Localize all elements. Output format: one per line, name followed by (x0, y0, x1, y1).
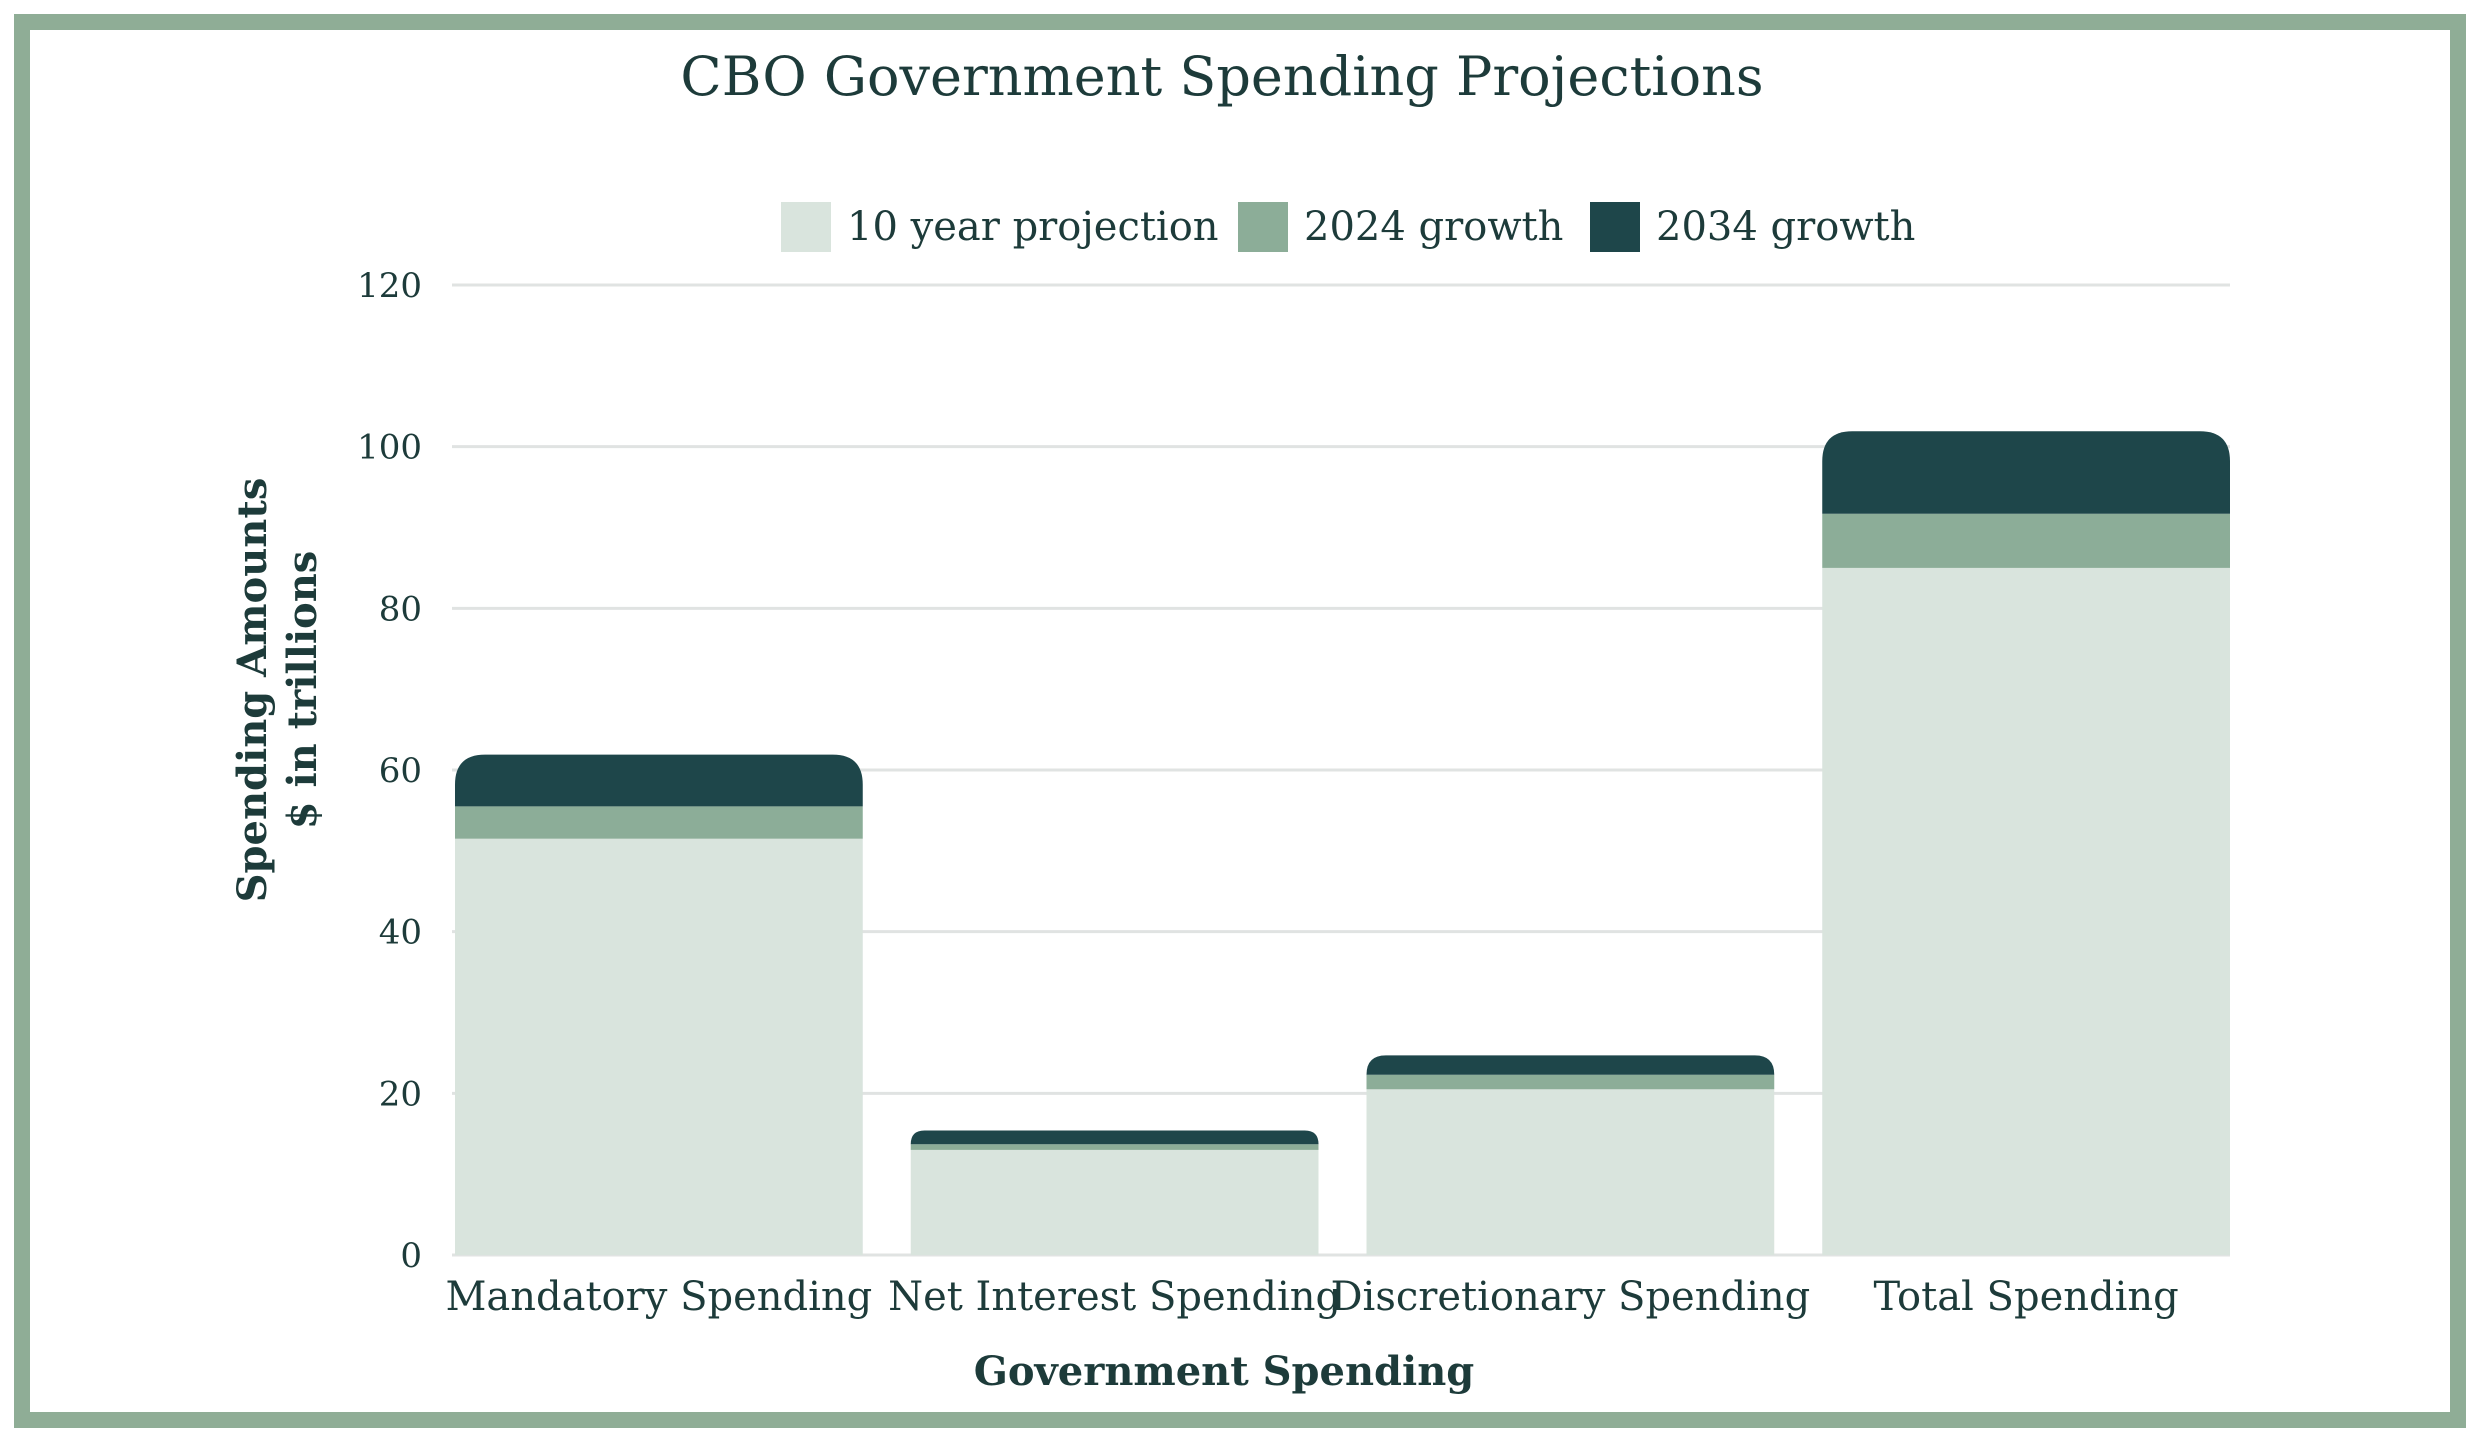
bar-segment-2024-growth (910, 1144, 1319, 1150)
bar-segment-10-year-projection (1366, 1089, 1775, 1255)
legend: 10 year projection 2024 growth 2034 growth (781, 202, 1915, 252)
y-axis-title-line-2: $ in trillions (279, 551, 326, 830)
bar-segment-2034-growth (1366, 1055, 1775, 1075)
y-axis-title: Spending Amounts $ in trillions (229, 478, 326, 903)
y-tick-label: 40 (379, 913, 422, 953)
legend-swatch (781, 202, 831, 252)
bar-segment-10-year-projection (910, 1149, 1319, 1255)
y-tick-labels: 0 20 40 60 80 100 120 (357, 266, 422, 1276)
bar-segment-2034-growth (1822, 431, 2230, 514)
legend-swatch (1590, 202, 1640, 252)
bar-segment-2034-growth (910, 1130, 1319, 1145)
y-tick-label: 60 (379, 751, 422, 791)
legend-item: 10 year projection (781, 202, 1219, 252)
legend-item: 2024 growth (1238, 202, 1563, 252)
bar-segment-10-year-projection (1822, 567, 2230, 1255)
x-tick-label: Discretionary Spending (1330, 1274, 1810, 1320)
legend-label: 2024 growth (1304, 204, 1563, 250)
bar-segment-2024-growth (455, 806, 863, 839)
y-tick-label: 120 (357, 266, 422, 306)
x-tick-label: Mandatory Spending (445, 1274, 872, 1320)
y-tick-label: 20 (379, 1074, 422, 1114)
bar-stack (1822, 431, 2230, 1255)
legend-label: 10 year projection (847, 204, 1219, 250)
y-tick-label: 0 (400, 1236, 422, 1276)
x-tick-labels: Mandatory Spending Net Interest SpendingD… (445, 1274, 2178, 1320)
bar-stack (455, 754, 863, 1255)
bar-stack (910, 1130, 1319, 1255)
y-axis-title-line-1: Spending Amounts (229, 478, 276, 903)
chart-title: CBO Government Spending Projections (680, 45, 1763, 108)
bar-stack (1366, 1055, 1775, 1255)
y-tick-label: 100 (357, 428, 422, 468)
legend-label: 2034 growth (1656, 204, 1915, 250)
legend-swatch (1238, 202, 1288, 252)
bar-segment-2034-growth (455, 754, 863, 807)
x-tick-label: Total Spending (1873, 1274, 2178, 1320)
bar-segment-10-year-projection (455, 838, 863, 1255)
legend-item: 2034 growth (1590, 202, 1915, 252)
x-axis-title: Government Spending (974, 1348, 1475, 1395)
y-tick-label: 80 (379, 589, 422, 629)
bar-segment-2024-growth (1366, 1074, 1775, 1090)
bars (455, 431, 2230, 1255)
bar-segment-2024-growth (1822, 513, 2230, 568)
x-tick-label: Net Interest Spending (888, 1274, 1341, 1320)
